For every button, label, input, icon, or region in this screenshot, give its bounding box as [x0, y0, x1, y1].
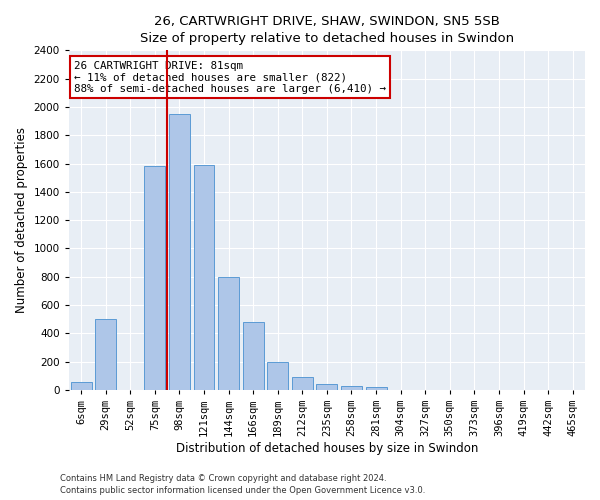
Bar [71, 382, 92, 390]
Y-axis label: Number of detached properties: Number of detached properties [15, 127, 28, 313]
Bar [194, 165, 214, 390]
Bar [316, 384, 337, 390]
Title: 26, CARTWRIGHT DRIVE, SHAW, SWINDON, SN5 5SB
Size of property relative to detach: 26, CARTWRIGHT DRIVE, SHAW, SWINDON, SN5… [140, 15, 514, 45]
X-axis label: Distribution of detached houses by size in Swindon: Distribution of detached houses by size … [176, 442, 478, 455]
Bar [268, 362, 288, 390]
Bar [95, 319, 116, 390]
Bar [218, 276, 239, 390]
Text: Contains HM Land Registry data © Crown copyright and database right 2024.
Contai: Contains HM Land Registry data © Crown c… [60, 474, 425, 495]
Bar [243, 322, 263, 390]
Text: 26 CARTWRIGHT DRIVE: 81sqm
← 11% of detached houses are smaller (822)
88% of sem: 26 CARTWRIGHT DRIVE: 81sqm ← 11% of deta… [74, 60, 386, 94]
Bar [145, 166, 166, 390]
Bar [169, 114, 190, 390]
Bar [341, 386, 362, 390]
Bar [292, 377, 313, 390]
Bar [365, 387, 386, 390]
